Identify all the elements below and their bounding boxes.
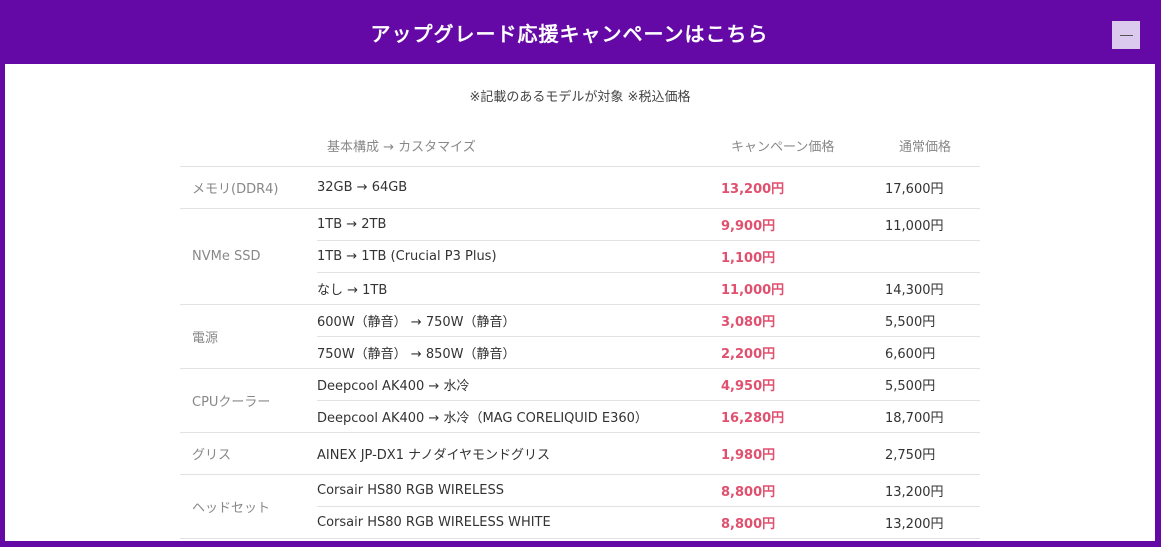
campaign-panel: ※記載のあるモデルが対象 ※税込価格 基本構成 → カスタマイズ キャンペーン価… bbox=[5, 64, 1155, 541]
note-text: ※記載のあるモデルが対象 ※税込価格 bbox=[469, 90, 691, 105]
header-title: アップグレード応援キャンペーンはこちら bbox=[370, 21, 769, 46]
minus-icon bbox=[1119, 34, 1133, 36]
normal-price: 11,000円 bbox=[885, 208, 980, 241]
category-label: ヘッドセット bbox=[180, 474, 317, 539]
campaign-price: 4,950円 bbox=[721, 368, 885, 401]
category-label: NVMe SSD bbox=[180, 208, 317, 305]
table-row: 750W（静音） → 850W（静音） 2,200円 6,600円 bbox=[180, 336, 980, 369]
campaign-price: 16,280円 bbox=[721, 400, 885, 433]
campaign-price: 2,200円 bbox=[721, 336, 885, 369]
item-cell: Corsair HS80 RGB WIRELESS bbox=[317, 474, 721, 507]
table-row: メモリ(DDR4) 32GB → 64GB 13,200円 17,600円 bbox=[180, 166, 980, 209]
campaign-price: 9,900円 bbox=[721, 208, 885, 241]
normal-price: 5,500円 bbox=[885, 304, 980, 337]
table-row: なし → 1TB 11,000円 14,300円 bbox=[180, 272, 980, 305]
campaign-price: 1,980円 bbox=[721, 432, 885, 475]
campaign-price: 11,000円 bbox=[721, 272, 885, 305]
table-row: Deepcool AK400 → 水冷（MAG CORELIQUID E360）… bbox=[180, 400, 980, 433]
item-cell: 750W（静音） → 850W（静音） bbox=[317, 336, 721, 369]
table-row: ヘッドセット Corsair HS80 RGB WIRELESS 8,800円 13,… bbox=[180, 474, 980, 539]
normal-price: 13,200円 bbox=[885, 506, 980, 539]
normal-price: 14,300円 bbox=[885, 272, 980, 305]
table-row: Corsair HS80 RGB WIRELESS WHITE 8,800円 13,… bbox=[180, 506, 980, 539]
item-cell: Deepcool AK400 → 水冷（MAG CORELIQUID E360） bbox=[317, 400, 721, 433]
table-row: NVMe SSD 1TB → 2TB 9,900円 11,000円 bbox=[180, 208, 980, 305]
normal-price: 18,700円 bbox=[885, 400, 980, 433]
col-category bbox=[180, 125, 317, 167]
campaign-price: 13,200円 bbox=[721, 166, 885, 209]
item-cell: AINEX JP-DX1 ナノダイヤモンドグリス bbox=[317, 432, 721, 475]
item-cell: 1TB → 1TB (Crucial P3 Plus) bbox=[317, 240, 721, 273]
category-label: グリス bbox=[180, 432, 317, 475]
category-label: CPUクーラー bbox=[180, 368, 317, 433]
table-row: グリス AINEX JP-DX1 ナノダイヤモンドグリス 1,980円 2,750円 bbox=[180, 432, 980, 475]
col-normal: 通常価格 bbox=[885, 125, 980, 167]
collapse-button[interactable] bbox=[1112, 21, 1140, 49]
normal-price: 2,750円 bbox=[885, 432, 980, 475]
item-cell: Corsair HS80 RGB WIRELESS WHITE bbox=[317, 506, 721, 539]
col-campaign: キャンペーン価格 bbox=[721, 125, 885, 167]
table-row: CPUクーラー Deepcool AK400 → 水冷 4,950円 5,500円 bbox=[180, 368, 980, 433]
category-label: 電源 bbox=[180, 304, 317, 369]
table-header-row: 基本構成 → カスタマイズ キャンペーン価格 通常価格 bbox=[180, 125, 980, 167]
campaign-price: 3,080円 bbox=[721, 304, 885, 337]
table-row: 電源 600W（静音） → 750W（静音） 3,080円 5,500円 bbox=[180, 304, 980, 369]
col-item: 基本構成 → カスタマイズ bbox=[317, 125, 721, 167]
item-cell: 32GB → 64GB bbox=[317, 166, 721, 209]
category-label: メモリ(DDR4) bbox=[180, 166, 317, 209]
normal-price: 6,600円 bbox=[885, 336, 980, 369]
item-cell: 600W（静音） → 750W（静音） bbox=[317, 304, 721, 337]
price-table: 基本構成 → カスタマイズ キャンペーン価格 通常価格 メモリ(DDR4) 32G… bbox=[180, 125, 980, 539]
normal-price: 13,200円 bbox=[885, 474, 980, 507]
item-cell: なし → 1TB bbox=[317, 272, 721, 305]
campaign-header[interactable]: アップグレード応援キャンペーンはこちら bbox=[0, 0, 1161, 64]
item-cell: 1TB → 2TB bbox=[317, 208, 721, 241]
normal-price: 5,500円 bbox=[885, 368, 980, 401]
table-row: 1TB → 1TB (Crucial P3 Plus) 1,100円 bbox=[180, 240, 980, 273]
normal-price: 17,600円 bbox=[885, 166, 980, 209]
campaign-price: 8,800円 bbox=[721, 474, 885, 507]
campaign-price: 1,100円 bbox=[721, 240, 885, 273]
campaign-price: 8,800円 bbox=[721, 506, 885, 539]
item-cell: Deepcool AK400 → 水冷 bbox=[317, 368, 721, 401]
normal-price bbox=[885, 240, 980, 273]
